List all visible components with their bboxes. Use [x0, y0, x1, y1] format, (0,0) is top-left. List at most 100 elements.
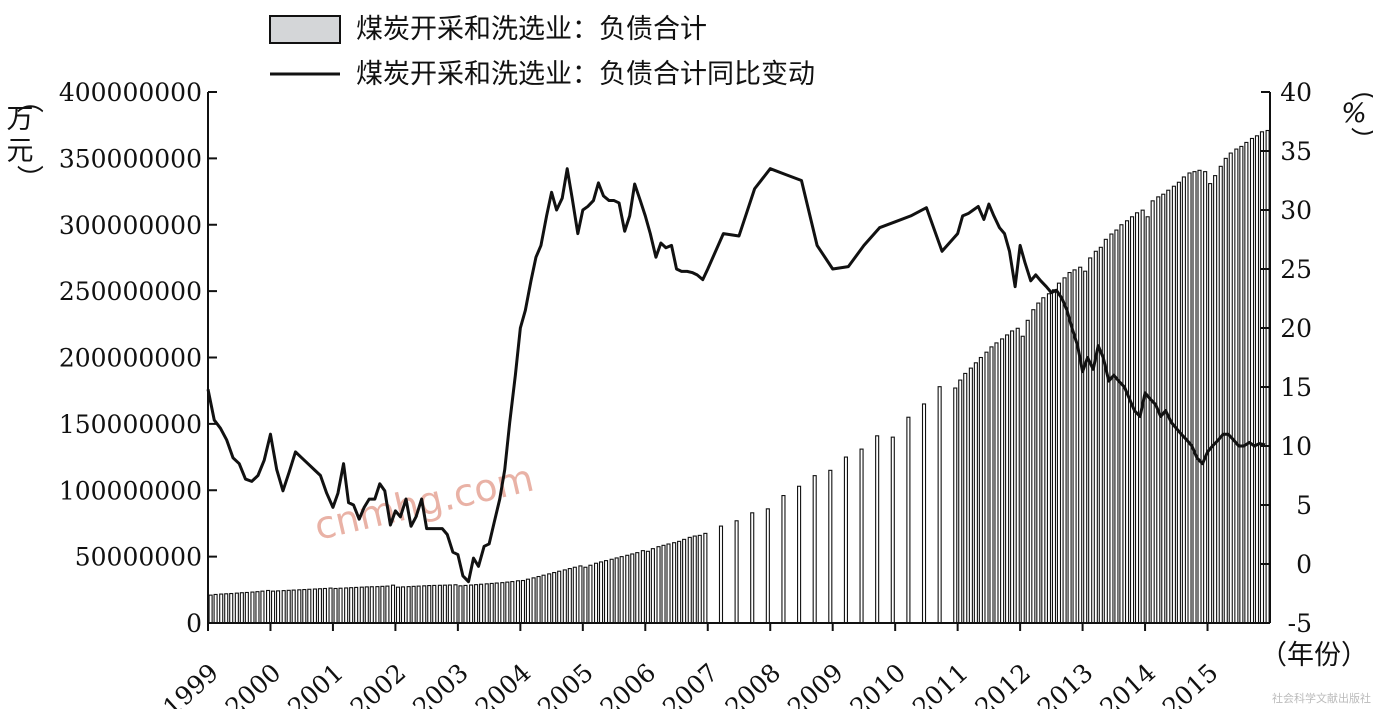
bar [875, 435, 880, 624]
bar [349, 587, 354, 624]
bar [1181, 176, 1186, 624]
line-series [206, 167, 1266, 584]
bar [453, 584, 458, 624]
bar [239, 592, 244, 624]
bar [297, 589, 302, 624]
bar [682, 538, 687, 624]
bar [474, 584, 479, 624]
right-tick-label: -5 [1288, 609, 1312, 638]
bar [1134, 212, 1140, 624]
bar [302, 588, 307, 624]
bar [510, 581, 515, 624]
bar [1140, 209, 1145, 624]
left-axis-unit: （ 万 元 ） [7, 87, 45, 192]
bar [994, 342, 999, 624]
bar [666, 543, 671, 624]
right-tick-label: 35 [1280, 137, 1312, 166]
x-tick-label: 2013 [1032, 658, 1099, 709]
x-tick-label: 1999 [157, 658, 224, 709]
bar [266, 589, 271, 624]
right-tick-label: 0 [1296, 550, 1312, 579]
left-unit-open-paren: （ [13, 87, 44, 114]
bar [1244, 141, 1249, 624]
yoy-change-line [206, 167, 1266, 584]
bar [489, 582, 494, 624]
bar [968, 367, 973, 624]
bar [953, 387, 958, 624]
bar [1124, 220, 1130, 624]
bar [375, 586, 380, 624]
bar [921, 403, 927, 624]
bar [1103, 238, 1108, 624]
bar [1187, 172, 1192, 624]
bar [1228, 152, 1233, 624]
x-tick-label: 2012 [969, 658, 1036, 709]
left-unit-char-1: 万 [7, 104, 34, 135]
left-tick-label: 400000000 [59, 78, 202, 107]
bar [1176, 181, 1181, 624]
bar [406, 586, 411, 624]
bar [1166, 189, 1171, 624]
bar [505, 581, 510, 624]
x-tick-label: 2001 [282, 658, 349, 709]
bar [380, 585, 385, 624]
x-tick-label: 2011 [907, 658, 974, 709]
bar [1192, 171, 1197, 624]
bar [1046, 293, 1052, 624]
bar [344, 587, 349, 624]
x-tick-label: 2002 [345, 658, 412, 709]
bar [494, 582, 499, 624]
bar [640, 550, 645, 624]
bar [1239, 145, 1244, 624]
bar [1062, 277, 1067, 624]
bar [411, 585, 416, 624]
left-tick-label: 350000000 [59, 144, 202, 173]
bar [328, 587, 333, 624]
bar [1119, 224, 1124, 624]
bar [1020, 335, 1025, 624]
bar [906, 416, 911, 624]
bar [1150, 200, 1155, 624]
bar [1109, 233, 1114, 624]
bar [1208, 183, 1213, 624]
bar [484, 583, 489, 624]
bar [1213, 175, 1218, 624]
bar [843, 456, 848, 624]
right-unit-percent: % [1341, 98, 1367, 129]
bar [385, 585, 390, 624]
bar [677, 540, 682, 624]
bar [609, 558, 614, 624]
bar [812, 475, 817, 624]
bar [593, 562, 599, 624]
bar [322, 587, 327, 624]
bar [281, 590, 286, 624]
bar [260, 590, 265, 624]
bar [588, 564, 593, 624]
bar [984, 351, 989, 624]
bar [390, 584, 396, 624]
bar [687, 536, 692, 624]
bar [213, 593, 218, 624]
bar [1000, 338, 1005, 624]
left-tick-label: 50000000 [75, 543, 202, 572]
bar [479, 583, 484, 624]
bar [1218, 165, 1223, 624]
left-tick-label: 200000000 [59, 344, 202, 373]
bar [463, 584, 468, 624]
bar [515, 580, 521, 624]
bar [650, 548, 655, 624]
bar [525, 578, 531, 624]
bar [1036, 302, 1041, 624]
bar [1114, 229, 1119, 624]
left-unit-close-paren: ） [13, 165, 44, 192]
bar [557, 570, 562, 624]
bar [1072, 269, 1077, 624]
x-tick-label: 2006 [595, 658, 662, 709]
bar [859, 448, 864, 624]
bar [244, 591, 249, 624]
legend-bar-label: 煤炭开采和洗选业：负债合计 [356, 14, 707, 45]
x-tick-label: 2014 [1094, 658, 1161, 709]
right-tick-label: 5 [1296, 491, 1312, 520]
right-tick-label: 30 [1280, 196, 1312, 225]
